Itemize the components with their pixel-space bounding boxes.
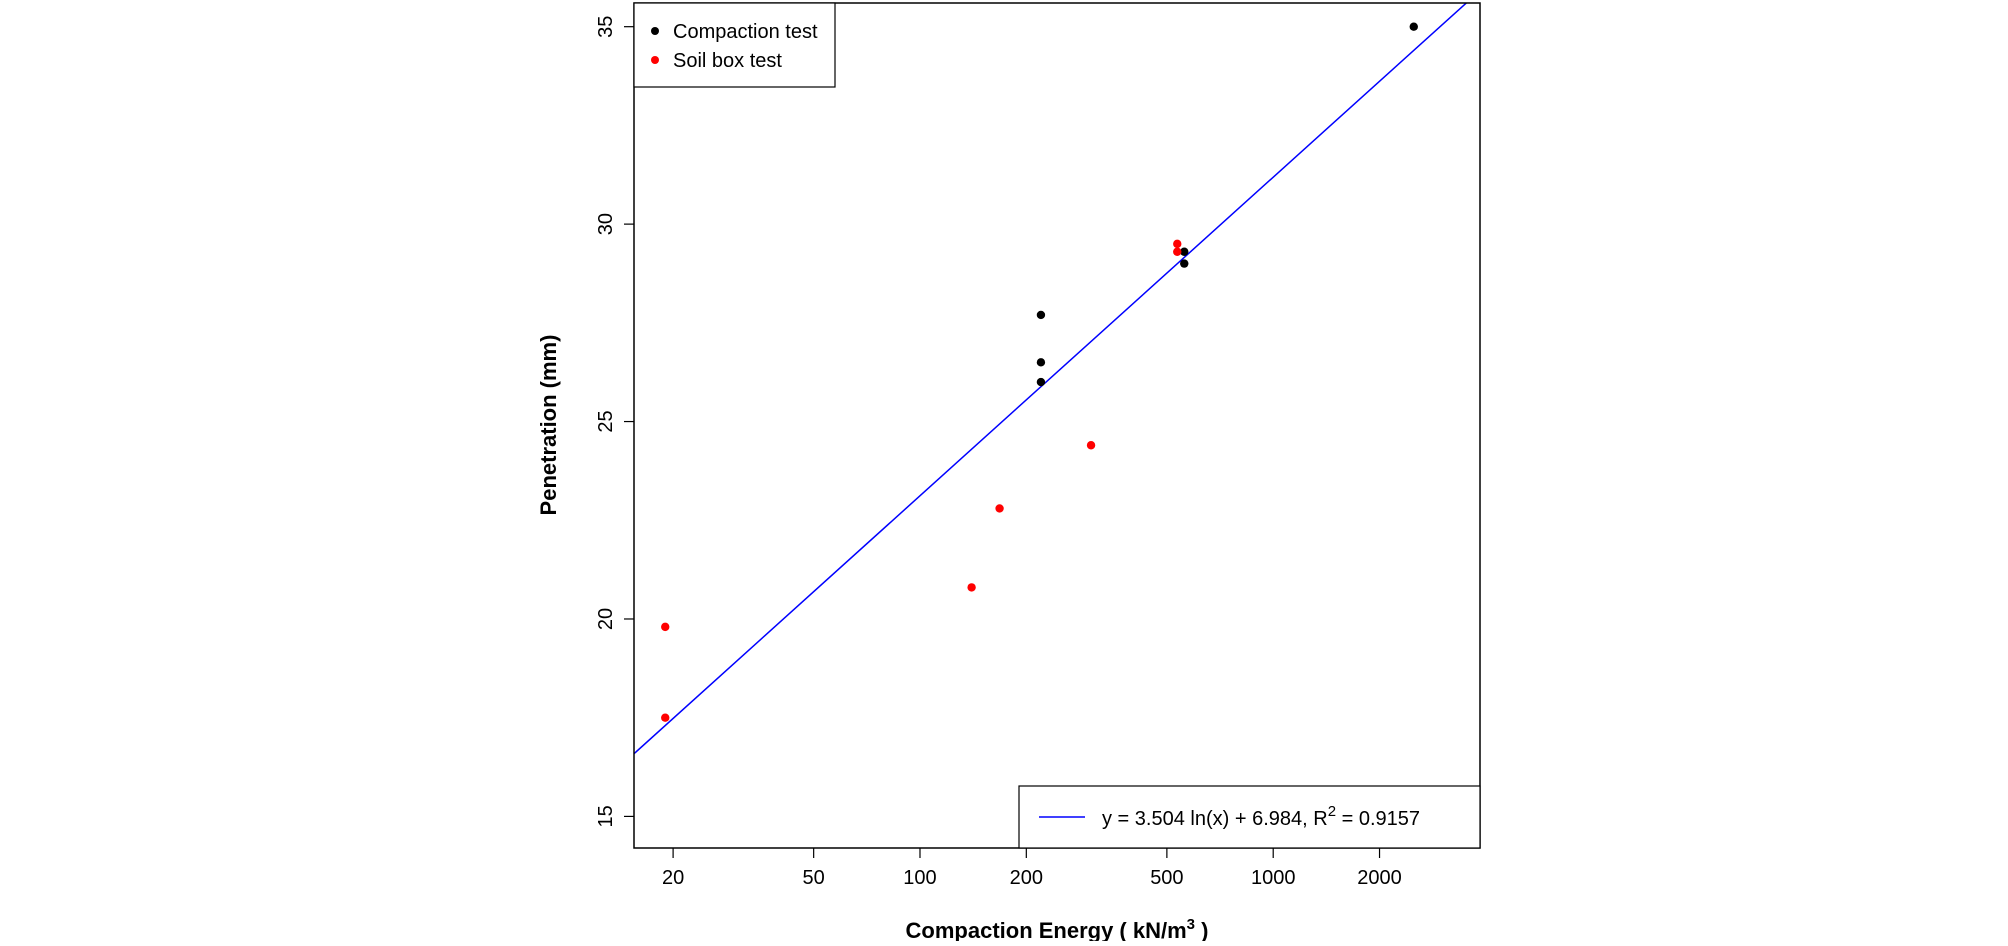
soil-box-test-point: [1173, 247, 1182, 256]
compaction-test-point: [1180, 259, 1189, 268]
compaction-test-point: [1180, 247, 1189, 256]
legend-fit: y = 3.504 ln(x) + 6.984, R2 = 0.9157: [1018, 785, 1481, 849]
soil-box-test-point: [661, 622, 670, 632]
points-layer: [661, 22, 1418, 722]
legend-series: Compaction test Soil box test: [633, 2, 836, 88]
compaction-test-point: [1036, 310, 1046, 320]
legend-soilbox-marker: [651, 56, 659, 64]
x-tick-label: 200: [1010, 867, 1043, 889]
y-tick-label: 15: [595, 805, 617, 827]
y-tick-label: 25: [595, 410, 617, 432]
x-tick-label: 1000: [1251, 867, 1296, 889]
soil-box-test-point: [967, 583, 976, 592]
x-tick-label: 2000: [1357, 867, 1402, 889]
soil-box-test-point: [1086, 441, 1096, 450]
soil-box-test-point: [661, 713, 670, 722]
fit-line: [634, 3, 1468, 755]
legend-compaction-label: Compaction test: [673, 21, 818, 43]
x-axis-title: Compaction Energy ( kN/m3 ): [906, 916, 1209, 941]
legend-soilbox-label: Soil box test: [673, 50, 782, 72]
legend-fit-label: y = 3.504 ln(x) + 6.984, R2 = 0.9157: [1102, 803, 1420, 830]
x-tick-label: 500: [1150, 867, 1183, 889]
x-tick-label: 20: [662, 867, 684, 889]
x-axis-ticks: 20 50 100 200 500 1000 2000: [662, 848, 1402, 889]
legend-fit-box: [1018, 785, 1481, 849]
compaction-test-point: [1036, 358, 1046, 367]
fit-line-layer: [634, 3, 1468, 755]
legend-series-box: [633, 2, 836, 88]
x-tick-label: 100: [903, 867, 936, 889]
y-tick-label: 20: [595, 608, 617, 630]
soil-box-test-point: [1173, 239, 1182, 249]
y-axis-ticks: 15 20 25 30 35: [595, 16, 634, 828]
plot-frame: [633, 2, 1481, 849]
compaction-test-point: [1409, 22, 1418, 31]
x-tick-label: 50: [803, 867, 825, 889]
soil-box-test-point: [995, 504, 1004, 513]
y-tick-label: 30: [595, 213, 617, 235]
legend-compaction-marker: [651, 27, 659, 35]
compaction-test-point: [1036, 377, 1046, 387]
y-tick-label: 35: [595, 16, 617, 38]
y-axis-title: Penetration (mm): [536, 335, 561, 516]
